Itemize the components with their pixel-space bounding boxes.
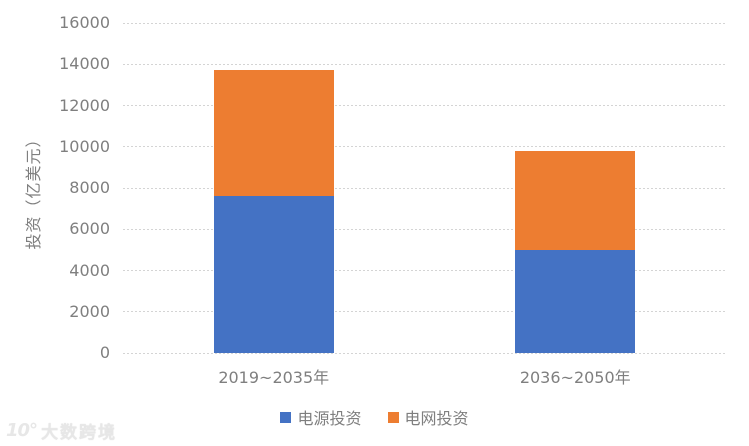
- y-axis-tick-label: 8000: [69, 178, 110, 197]
- legend: 电源投资 电网投资: [0, 406, 749, 428]
- gridline: [123, 270, 726, 271]
- x-axis-labels: 2019~2035年 2036~2050年: [123, 364, 726, 387]
- y-axis-tick-label: 2000: [69, 301, 110, 321]
- gridline: [123, 352, 726, 354]
- legend-swatch: [280, 411, 292, 423]
- y-axis-tick-label: 4000: [69, 260, 110, 280]
- y-axis-tick-label: 16000: [59, 13, 110, 32]
- y-axis-tick-label: 6000: [69, 219, 110, 239]
- y-axis-tick-label: 12000: [59, 95, 110, 115]
- bar-segment: [213, 70, 334, 197]
- legend-label: 电源投资: [297, 409, 362, 428]
- legend-item: 电网投资: [387, 405, 469, 429]
- plot-area: [123, 22, 726, 354]
- bar-segment: [515, 249, 636, 353]
- watermark: 10° 大数跨境: [6, 417, 117, 443]
- legend-swatch: [387, 411, 399, 423]
- y-axis-tick-label: 0: [99, 343, 110, 362]
- y-axis-tick-label: 14000: [59, 54, 110, 74]
- watermark-text: 大数跨境: [41, 422, 118, 443]
- gridline: [123, 311, 726, 313]
- legend-item: 电源投资: [280, 405, 362, 429]
- x-axis-category-label: 2019~2035年: [218, 368, 330, 387]
- bar-segment: [213, 196, 334, 353]
- x-axis-category-label: 2036~2050年: [519, 368, 631, 387]
- gridline: [123, 146, 726, 148]
- watermark-logo-icon: 10°: [6, 419, 38, 441]
- gridline: [123, 228, 726, 230]
- y-axis-tick-label: 10000: [59, 136, 110, 156]
- gridline: [123, 187, 726, 189]
- y-axis-tick-labels: 0 2000 4000 6000 8000 10000 12000 14000 16000: [0, 0, 110, 446]
- bar-segment: [515, 150, 636, 250]
- gridline: [123, 105, 726, 106]
- legend-label: 电网投资: [404, 409, 469, 428]
- gridline: [123, 22, 726, 24]
- gridline: [123, 63, 726, 65]
